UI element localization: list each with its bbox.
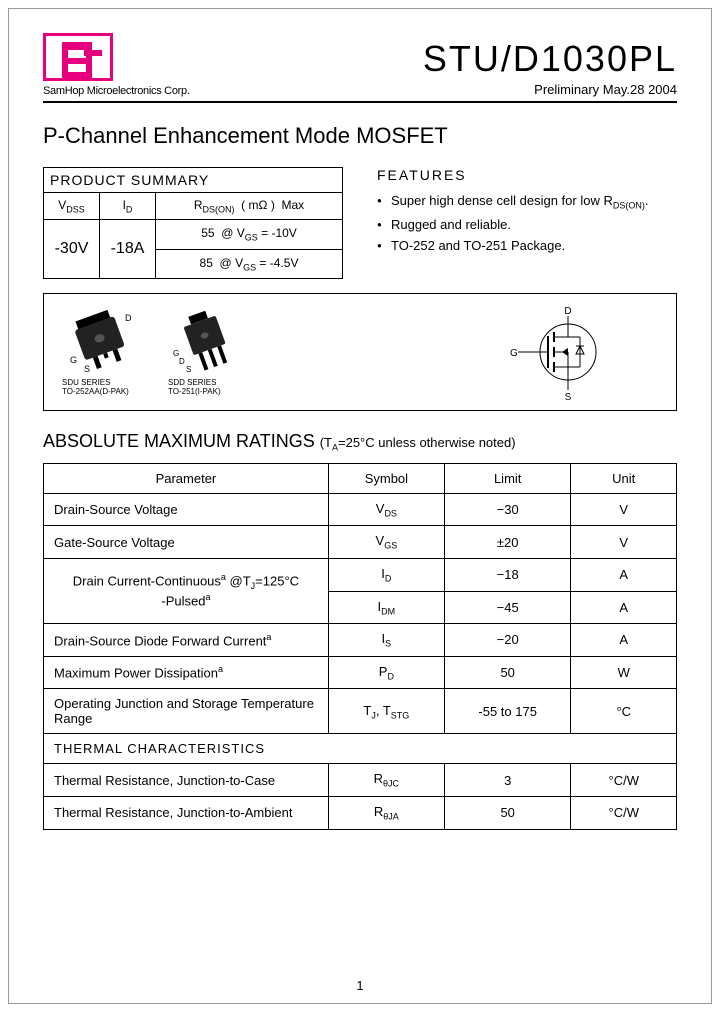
company-logo-icon (43, 33, 113, 81)
col-unit: Unit (571, 463, 677, 493)
col-symbol: Symbol (328, 463, 444, 493)
schematic-d-label: D (564, 306, 571, 317)
features-block: FEATURES Super high dense cell design fo… (377, 167, 677, 259)
package-label: SDU SERIES TO-252AA(D-PAK) (62, 379, 140, 397)
ratings-title: ABSOLUTE MAXIMUM RATINGS (TA=25°C unless… (43, 431, 677, 453)
product-subtitle: P-Channel Enhancement Mode MOSFET (43, 123, 677, 149)
features-title: FEATURES (377, 167, 677, 183)
page-number: 1 (9, 978, 711, 993)
schematic-g-label: G (510, 348, 518, 359)
package-label: SDD SERIES TO-251(I-PAK) (168, 379, 246, 397)
summary-col-rds: RDS(ON) ( mΩ ) Max (156, 193, 342, 219)
summary-body: -30V -18A 55 @ VGS = -10V 85 @ VGS = -4.… (44, 220, 342, 278)
table-row: Operating Junction and Storage Temperatu… (44, 689, 677, 734)
summary-col-vdss: VDSS (44, 193, 100, 219)
table-row: Gate-Source Voltage VGS ±20 V (44, 526, 677, 559)
summary-rds-row: 55 @ VGS = -10V (156, 220, 342, 249)
title-block: STU/D1030PL Preliminary May.28 2004 (423, 38, 677, 97)
mosfet-schematic-icon: D G S (498, 302, 628, 402)
summary-header-row: VDSS ID RDS(ON) ( mΩ ) Max (44, 193, 342, 220)
summary-col-id: ID (100, 193, 156, 219)
table-row: Thermal Resistance, Junction-to-Case RθJ… (44, 764, 677, 797)
pin-d-label: D (125, 313, 132, 323)
ratings-table: Parameter Symbol Limit Unit Drain-Source… (43, 463, 677, 830)
datasheet-page: SamHop Microelectronics Corp. STU/D1030P… (8, 8, 712, 1004)
summary-id-val: -18A (100, 220, 156, 278)
table-row: Drain Current-Continuousa @TJ=125°C-Puls… (44, 558, 677, 591)
pin-s-label: S (84, 364, 90, 374)
to252-icon: D G S (62, 308, 140, 376)
ratings-condition: (TA=25°C unless otherwise noted) (320, 435, 516, 450)
feature-item: Rugged and reliable. (377, 217, 677, 232)
table-row: Maximum Power Dissipationa PD 50 W (44, 656, 677, 689)
logo-block: SamHop Microelectronics Corp. (43, 33, 190, 97)
company-name: SamHop Microelectronics Corp. (43, 85, 190, 97)
features-list: Super high dense cell design for low RDS… (377, 193, 677, 253)
preliminary-date: Preliminary May.28 2004 (423, 82, 677, 97)
col-limit: Limit (444, 463, 571, 493)
summary-rds-row: 85 @ VGS = -4.5V (156, 250, 342, 278)
page-header: SamHop Microelectronics Corp. STU/D1030P… (43, 33, 677, 103)
table-row: Drain-Source Voltage VDS −30 V (44, 493, 677, 526)
feature-item: TO-252 and TO-251 Package. (377, 238, 677, 253)
part-number: STU/D1030PL (423, 38, 677, 80)
package-to251: G D S SDD SERIES TO-251(I-PAK) (168, 308, 246, 397)
feature-item: Super high dense cell design for low RDS… (377, 193, 677, 211)
table-row: Drain-Source Diode Forward Currenta IS −… (44, 624, 677, 657)
thermal-title: THERMAL CHARACTERISTICS (44, 734, 677, 764)
summary-vdss-val: -30V (44, 220, 100, 278)
pin-g-label: G (70, 355, 77, 365)
package-to252: D G S SDU SERIES TO-252AA(D-PAK) (62, 308, 140, 397)
schematic-s-label: S (565, 392, 572, 402)
col-parameter: Parameter (44, 463, 329, 493)
package-diagram-box: D G S SDU SERIES TO-252AA(D-PAK) G (43, 293, 677, 411)
product-summary-table: PRODUCT SUMMARY VDSS ID RDS(ON) ( mΩ ) M… (43, 167, 343, 279)
summary-features-row: PRODUCT SUMMARY VDSS ID RDS(ON) ( mΩ ) M… (43, 167, 677, 279)
summary-rds-rows: 55 @ VGS = -10V 85 @ VGS = -4.5V (156, 220, 342, 278)
pin-s-label: S (186, 365, 191, 374)
table-header-row: Parameter Symbol Limit Unit (44, 463, 677, 493)
thermal-header-row: THERMAL CHARACTERISTICS (44, 734, 677, 764)
table-row: Thermal Resistance, Junction-to-Ambient … (44, 796, 677, 829)
to251-icon: G D S (168, 308, 246, 376)
pin-d-label: D (179, 357, 185, 366)
summary-title: PRODUCT SUMMARY (44, 168, 342, 193)
